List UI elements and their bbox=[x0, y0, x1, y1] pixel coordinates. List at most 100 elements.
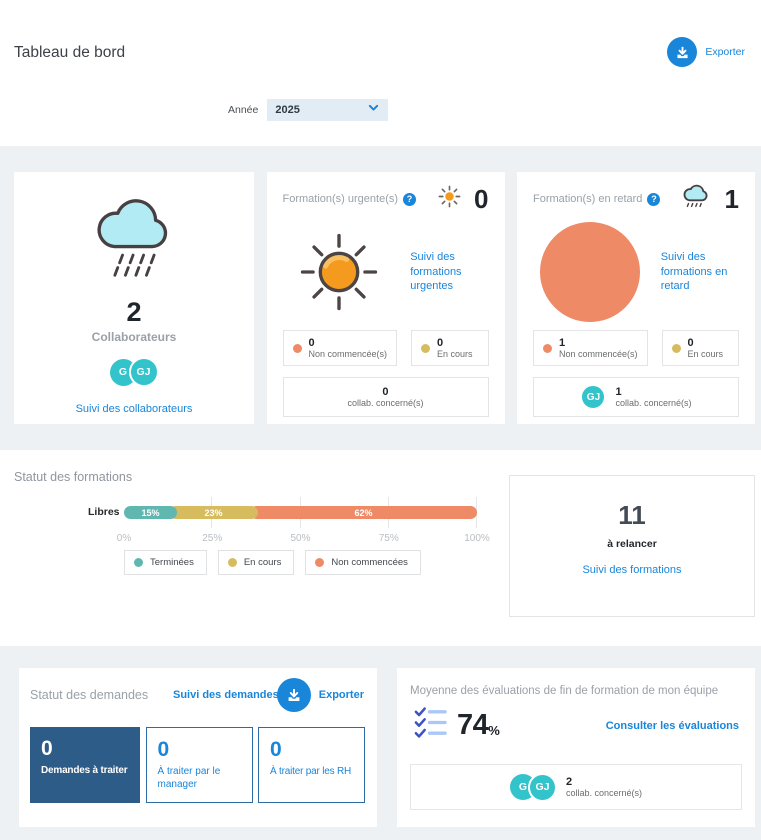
collaborators-card: 2 Collaborateurs G GJ Suivi des collabor… bbox=[14, 172, 254, 424]
late-in-progress-box: 0 En cours bbox=[661, 330, 739, 366]
axis-tick: 100% bbox=[464, 533, 490, 544]
relaunch-label: à relancer bbox=[607, 538, 657, 550]
bar-segment-label: 23% bbox=[204, 507, 223, 518]
collaborators-link[interactable]: Suivi des collaborateurs bbox=[75, 403, 193, 415]
late-formations-card: Formation(s) en retard ? 1 bbox=[517, 172, 755, 424]
legend-label: Terminées bbox=[150, 557, 194, 568]
requests-to-process-box[interactable]: 0 Demandes à traiter bbox=[30, 727, 140, 803]
relaunch-link[interactable]: Suivi des formations bbox=[582, 564, 682, 576]
bar-track: 15% 23% 62% bbox=[124, 506, 477, 519]
urgent-formations-card: Formation(s) urgente(s) ? 0 bbox=[266, 172, 505, 424]
evaluations-link[interactable]: Consulter les évaluations bbox=[605, 719, 739, 732]
rain-cloud-small-icon bbox=[679, 182, 713, 217]
chevron-down-icon bbox=[367, 101, 380, 119]
box-label: Demandes à traiter bbox=[41, 765, 128, 776]
not-started-dot bbox=[543, 343, 552, 353]
collab-value: 2 bbox=[565, 776, 573, 788]
urgent-collab-box: 0 collab. concerné(s) bbox=[282, 377, 489, 417]
late-count: 1 bbox=[724, 183, 739, 214]
collab-label: collab. concerné(s) bbox=[615, 398, 692, 408]
help-icon[interactable]: ? bbox=[403, 192, 417, 206]
requests-export-label[interactable]: Exporter bbox=[318, 689, 364, 701]
urgent-not-started-box: 0 Non commencée(s) bbox=[282, 330, 398, 366]
not-started-value: 0 bbox=[308, 337, 315, 349]
page-header: Tableau de bord Exporter Année 2025 bbox=[0, 0, 761, 146]
in-progress-dot bbox=[671, 343, 681, 353]
formations-section-title: Statut des formations bbox=[14, 470, 133, 484]
page-title: Tableau de bord bbox=[14, 44, 126, 61]
bar-segment-label: 15% bbox=[141, 507, 160, 518]
collaborators-label: Collaborateurs bbox=[91, 330, 177, 344]
requests-export-button[interactable]: Exporter bbox=[276, 678, 364, 712]
axis-tick: 75% bbox=[378, 533, 399, 544]
bar-segment-non-commencees[interactable]: 62% bbox=[250, 506, 477, 519]
box-value: 0 bbox=[41, 737, 53, 760]
in-progress-value: 0 bbox=[687, 337, 694, 349]
evaluations-collab-box: G GJ 2 collab. concerné(s) bbox=[410, 764, 742, 810]
legend-dot bbox=[315, 558, 325, 567]
not-started-value: 1 bbox=[559, 337, 566, 349]
year-select[interactable]: 2025 bbox=[267, 99, 389, 121]
evaluation-score: 74 bbox=[457, 709, 489, 741]
legend-dot bbox=[227, 558, 237, 567]
legend-item-en-cours[interactable]: En cours bbox=[217, 550, 295, 575]
urgent-formations-link[interactable]: Suivi des formations urgentes bbox=[410, 250, 462, 293]
collaborators-count: 2 bbox=[126, 297, 142, 327]
avatar: GJ bbox=[128, 357, 159, 387]
export-button[interactable]: Exporter bbox=[667, 37, 745, 67]
requests-boxes: 0 Demandes à traiter 0 À traiter par le … bbox=[30, 727, 365, 803]
in-progress-dot bbox=[421, 343, 431, 353]
rain-cloud-icon bbox=[14, 192, 254, 285]
box-label: À traiter par le manager bbox=[157, 766, 221, 790]
late-collab-box: GJ 1 collab. concerné(s) bbox=[533, 377, 739, 417]
late-card-title: Formation(s) en retard bbox=[533, 193, 643, 205]
relaunch-card: 11 à relancer Suivi des formations bbox=[509, 475, 755, 617]
collab-value: 0 bbox=[382, 386, 389, 398]
export-label[interactable]: Exporter bbox=[705, 46, 745, 58]
rh-to-process-box[interactable]: 0 À traiter par les RH bbox=[258, 727, 365, 803]
late-not-started-box: 1 Non commencée(s) bbox=[533, 330, 648, 366]
download-icon[interactable] bbox=[276, 678, 311, 712]
requests-title: Statut des demandes bbox=[30, 688, 149, 702]
stacked-bar-chart: 15% 23% 62% 0% 25% 50% 75% 100% bbox=[117, 497, 490, 581]
avatar: GJ bbox=[580, 384, 607, 410]
bar-segment-label: 62% bbox=[354, 507, 373, 518]
collaborators-avatars: G GJ bbox=[109, 357, 159, 387]
year-filter: Année 2025 bbox=[228, 99, 389, 121]
collab-label: collab. concerné(s) bbox=[565, 788, 643, 798]
legend-label: En cours bbox=[243, 557, 282, 568]
in-progress-label: En cours bbox=[687, 349, 724, 359]
download-icon[interactable] bbox=[667, 37, 698, 67]
evaluation-unit: % bbox=[488, 723, 500, 738]
urgent-in-progress-box: 0 En cours bbox=[411, 330, 489, 366]
bar-category-label: Libres bbox=[88, 506, 120, 518]
sun-small-icon bbox=[437, 184, 462, 214]
requests-link[interactable]: Suivi des demandes bbox=[173, 689, 279, 701]
legend-dot bbox=[134, 558, 143, 567]
box-value: 0 bbox=[157, 738, 170, 761]
checklist-icon bbox=[413, 706, 448, 745]
manager-to-process-box[interactable]: 0 À traiter par le manager bbox=[145, 727, 253, 803]
legend-item-terminees[interactable]: Terminées bbox=[124, 550, 207, 575]
legend-item-non-commencees[interactable]: Non commencées bbox=[305, 550, 421, 575]
help-icon[interactable]: ? bbox=[647, 192, 661, 206]
relaunch-count: 11 bbox=[618, 500, 646, 530]
not-started-label: Non commencée(s) bbox=[559, 349, 638, 359]
chart-legend: Terminées En cours Non commencées bbox=[124, 550, 421, 575]
late-formations-link[interactable]: Suivi des formations en retard bbox=[660, 250, 728, 293]
formations-status-section: Statut des formations Libres 15% 23% 62%… bbox=[0, 450, 761, 646]
bar-segment-terminees[interactable]: 15% bbox=[124, 506, 177, 519]
axis-tick: 25% bbox=[202, 533, 223, 544]
evaluations-title: Moyenne des évaluations de fin de format… bbox=[410, 685, 719, 697]
axis-tick: 50% bbox=[290, 533, 311, 544]
collab-label: collab. concerné(s) bbox=[347, 398, 424, 408]
legend-label: Non commencées bbox=[331, 557, 408, 568]
collab-avatars: G GJ bbox=[509, 772, 557, 802]
bar-segment-en-cours[interactable]: 23% bbox=[168, 506, 259, 519]
sun-illustration bbox=[283, 224, 397, 320]
axis-tick: 0% bbox=[116, 533, 132, 544]
urgent-card-title: Formation(s) urgente(s) bbox=[282, 193, 399, 205]
year-filter-label: Année bbox=[228, 104, 259, 116]
urgent-count: 0 bbox=[474, 183, 489, 214]
